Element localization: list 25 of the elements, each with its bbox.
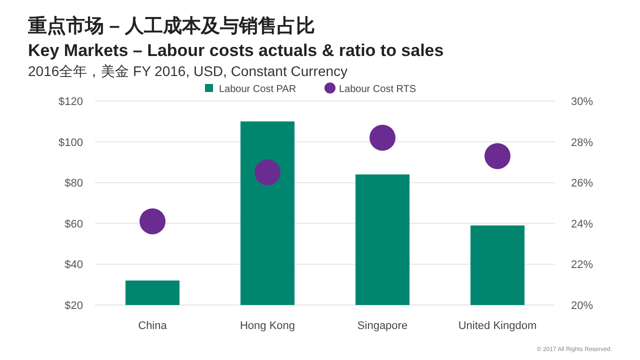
y2-tick-label: 22%	[571, 259, 594, 272]
y-tick-label: $80	[64, 178, 83, 190]
text: 2016全年，美金 FY 2016, USD, Constant Currency	[28, 63, 348, 79]
point	[370, 124, 396, 151]
x-tick-label: Singapore	[357, 320, 408, 332]
legend-label: Labour Cost RTS	[339, 84, 416, 95]
y2-tick-label: 20%	[571, 300, 594, 312]
y2-tick-label: 30%	[571, 96, 594, 108]
x-tick-label: United Kingdom	[458, 320, 537, 332]
y-tick-label: $20	[64, 300, 83, 312]
legend-label: Labour Cost PAR	[219, 84, 296, 95]
chart-subtitle: Key Markets – Labour costs actuals & ratio to sales	[28, 41, 444, 60]
y-tick-label: $40	[64, 259, 83, 272]
y2-tick-label: 26%	[571, 178, 594, 190]
point	[140, 208, 166, 234]
y-tick-label: $120	[58, 96, 83, 108]
y2-tick-label: 24%	[571, 218, 594, 230]
y-tick-label: $60	[64, 218, 83, 230]
chart-title: 重点市场 – 人工成本及与销售占比	[27, 15, 316, 37]
y-tick-label: $100	[58, 136, 83, 149]
point	[254, 159, 280, 186]
y2-tick-label: 28%	[571, 136, 594, 149]
x-tick-label: China	[138, 320, 168, 332]
point	[484, 143, 510, 170]
x-tick-label: Hong Kong	[240, 320, 296, 332]
